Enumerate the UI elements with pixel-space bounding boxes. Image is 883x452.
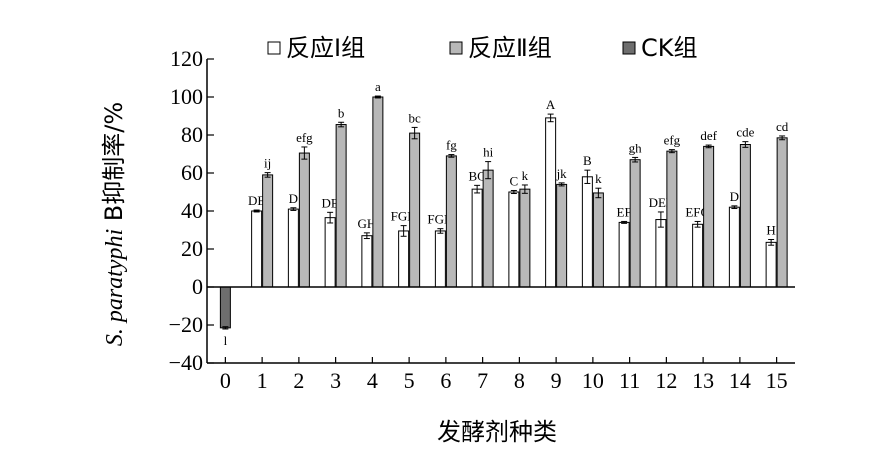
significance-label: k [595, 171, 602, 186]
legend-label: 反应Ⅱ组 [468, 34, 552, 62]
bar [219, 286, 231, 329]
x-tick-label: 8 [514, 368, 525, 393]
x-tick-label: 13 [692, 368, 714, 393]
x-axis: 0 1 2 3 4 5 6 7 8 9 10 11 12 13 14 15 [207, 286, 795, 393]
significance-label: ij [264, 156, 271, 171]
bar [335, 124, 347, 288]
significance-label: cde [736, 125, 754, 140]
significance-label: GH [357, 216, 376, 231]
x-tick-label: 11 [619, 368, 640, 393]
bar [445, 155, 457, 288]
y-tick-label: 60 [181, 160, 203, 185]
y-axis-title: S. paratyphi B抑制率/% [100, 102, 128, 346]
significance-label: H [766, 223, 775, 238]
bar [262, 174, 274, 288]
bar [765, 241, 777, 288]
significance-label: cd [776, 119, 789, 134]
legend-label: 反应Ⅰ组 [286, 34, 365, 62]
x-tick-label: 0 [220, 368, 231, 393]
significance-label: D [289, 191, 298, 206]
significance-label: fg [446, 138, 457, 153]
significance-label: a [375, 79, 381, 94]
y-tick-label: −20 [169, 312, 203, 337]
bar [592, 192, 604, 288]
y-tick-label: −40 [169, 350, 203, 375]
significance-label: BC [468, 168, 485, 183]
x-tick-label: 12 [655, 368, 677, 393]
y-tick-label: 40 [181, 198, 203, 223]
x-tick-label: 1 [257, 368, 268, 393]
x-tick-label: 10 [582, 368, 604, 393]
significance-label: DE [248, 193, 265, 208]
bar [629, 159, 641, 288]
bar [739, 144, 751, 288]
bar [519, 188, 531, 288]
y-tick-label: 80 [181, 122, 203, 147]
bar [776, 137, 788, 288]
y-tick-label: 0 [192, 274, 203, 299]
significance-label: k [522, 168, 529, 183]
legend-swatch [267, 41, 281, 55]
bar [618, 221, 630, 288]
x-tick-label: 15 [766, 368, 788, 393]
bar [361, 235, 373, 288]
bar [508, 191, 520, 288]
x-tick-label: 5 [404, 368, 415, 393]
legend-swatch [622, 41, 636, 55]
bar [728, 206, 740, 288]
x-tick-label: 9 [551, 368, 562, 393]
bar [482, 169, 494, 288]
x-tick-label: 6 [440, 368, 451, 393]
bar [556, 183, 568, 288]
bar [287, 208, 299, 288]
x-tick-label: 14 [729, 368, 751, 393]
bar [434, 230, 446, 288]
significance-label: b [338, 105, 345, 120]
significance-label: l [224, 333, 228, 348]
bar [298, 152, 310, 288]
legend-swatch [449, 41, 463, 55]
significance-label: DE [321, 195, 338, 210]
significance-label: def [700, 128, 717, 143]
y-tick-label: 120 [170, 46, 203, 71]
legend: 反应Ⅰ组 反应Ⅱ组 CK组 [267, 34, 698, 62]
x-tick-label: 4 [367, 368, 378, 393]
y-axis: −40 −20 0 20 40 60 80 100 120 [169, 46, 214, 375]
significance-label: efg [296, 130, 313, 145]
bar [398, 230, 410, 288]
significance-label: A [546, 97, 556, 112]
bar [324, 217, 336, 288]
bar [703, 145, 715, 288]
significance-label: B [583, 153, 592, 168]
significance-label: gh [629, 140, 643, 155]
significance-label: C [510, 173, 519, 188]
x-axis-title: 发酵剂种类 [437, 418, 557, 446]
significance-label: jk [556, 166, 568, 181]
y-axis-title-italic: S. paratyphi [102, 229, 128, 346]
bar [545, 117, 557, 288]
significance-label: EF [617, 204, 632, 219]
bar [372, 96, 384, 288]
x-tick-label: 7 [477, 368, 488, 393]
bar [666, 150, 678, 288]
y-tick-label: 100 [170, 84, 203, 109]
bar [581, 176, 593, 288]
legend-label: CK组 [641, 34, 698, 62]
significance-label: D [730, 189, 739, 204]
x-tick-label: 2 [293, 368, 304, 393]
significance-label: hi [483, 145, 494, 160]
y-tick-label: 20 [181, 236, 203, 261]
bar [251, 210, 263, 288]
bar [471, 188, 483, 288]
bar [655, 219, 667, 288]
x-tick-label: 3 [330, 368, 341, 393]
bar [692, 223, 704, 288]
bar [409, 132, 421, 288]
significance-label: bc [408, 110, 421, 125]
y-axis-title-rest: B抑制率/% [100, 102, 128, 229]
significance-label: efg [664, 133, 681, 148]
